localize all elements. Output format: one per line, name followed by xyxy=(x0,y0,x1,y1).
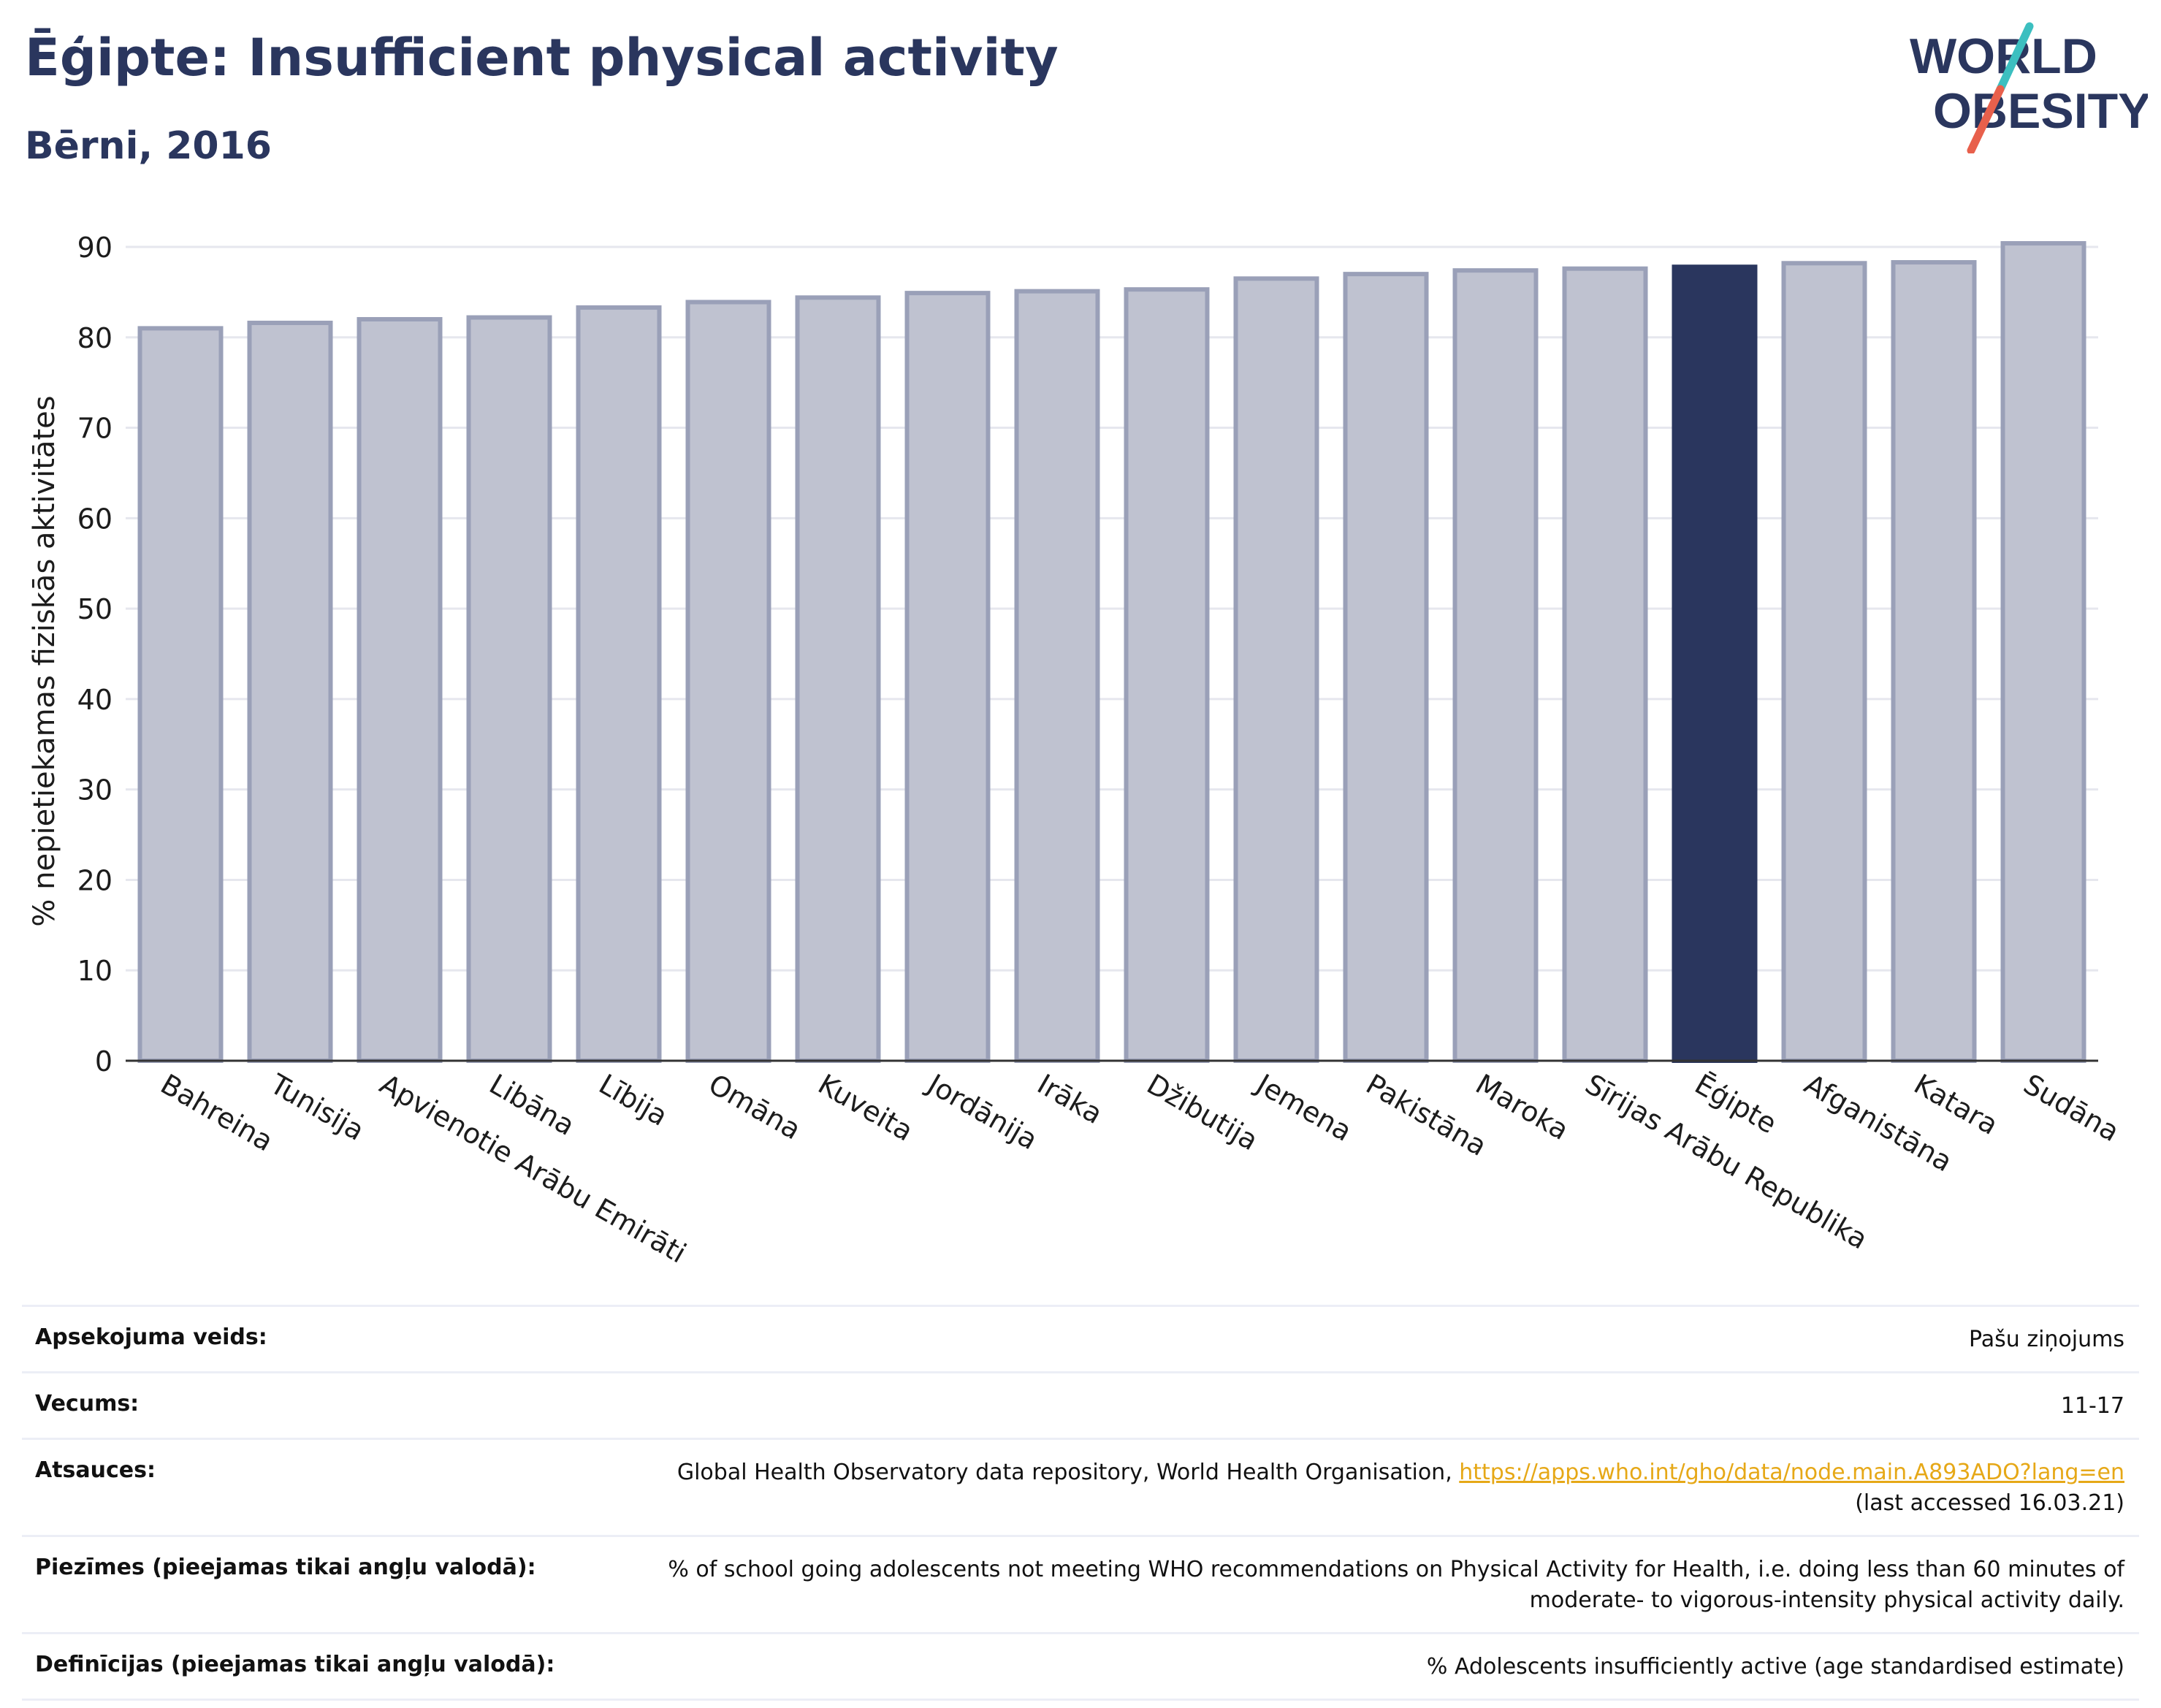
x-tick-label: Sudāna xyxy=(2019,1068,2125,1148)
y-tick-label: 50 xyxy=(77,593,113,625)
info-value: % Adolescents insufficiently active (age… xyxy=(1426,1654,2124,1680)
info-label: Atsauces: xyxy=(35,1457,156,1483)
bar xyxy=(904,291,991,1063)
reference-text: Global Health Observatory data repositor… xyxy=(676,1460,1460,1485)
y-tick-label: 80 xyxy=(77,322,113,354)
info-label: Apsekojuma veids: xyxy=(35,1324,267,1350)
bar xyxy=(1124,287,1210,1064)
info-value: 11-17 xyxy=(2060,1393,2124,1419)
bar xyxy=(795,295,881,1063)
bar xyxy=(357,317,443,1063)
y-tick-label: 30 xyxy=(77,774,113,807)
bar xyxy=(1562,266,1648,1063)
x-tick-label: Jordānija xyxy=(921,1067,1043,1156)
x-tick-label: Omāna xyxy=(704,1068,807,1146)
x-tick-label: Kuveita xyxy=(813,1068,919,1148)
info-label: Vecums: xyxy=(35,1391,140,1417)
bar xyxy=(137,326,224,1063)
bar xyxy=(466,315,552,1063)
info-table: Apsekojuma veids: Pašu ziņojums Vecums: … xyxy=(22,1305,2139,1701)
chart-subtitle: Bērni, 2016 xyxy=(25,124,272,168)
logo-slash-top xyxy=(1996,22,2034,94)
logo-slash-bottom xyxy=(1967,85,2005,153)
x-tick-label: Jemena xyxy=(1250,1067,1357,1148)
y-tick-label: 20 xyxy=(77,864,113,896)
bar xyxy=(1891,260,1977,1063)
chart-title: Ēģipte: Insufficient physical activity xyxy=(25,28,1059,88)
x-tick-label: Irāka xyxy=(1032,1068,1108,1130)
info-row-survey-type: Apsekojuma veids: Pašu ziņojums xyxy=(22,1305,2139,1371)
bar xyxy=(1343,272,1429,1064)
info-value: Global Health Observatory data repositor… xyxy=(677,1457,2124,1519)
bar xyxy=(1781,261,1867,1063)
bar xyxy=(576,305,662,1063)
bars xyxy=(137,241,2086,1064)
info-value: Pašu ziņojums xyxy=(1969,1327,2124,1352)
x-tick-label: Pakistāna xyxy=(1361,1068,1493,1162)
y-axis: 0 10 20 30 40 50 60 70 80 90 xyxy=(77,232,113,1078)
y-tick-label: 40 xyxy=(77,684,113,716)
y-tick-label: 70 xyxy=(77,413,113,445)
info-row-age: Vecums: 11-17 xyxy=(22,1371,2139,1438)
bar xyxy=(1233,276,1319,1063)
info-row-definitions: Definīcijas (pieejamas tikai angļu valod… xyxy=(22,1632,2139,1701)
y-tick-label: 90 xyxy=(77,232,113,264)
y-axis-label: % nepietiekamas fiziskās aktivitātes xyxy=(28,395,61,926)
bar xyxy=(1014,289,1100,1063)
x-tick-label: Džibutija xyxy=(1142,1068,1264,1157)
gridlines xyxy=(126,245,2098,972)
info-row-references: Atsauces: Global Health Observatory data… xyxy=(22,1438,2139,1535)
info-label: Definīcijas (pieejamas tikai angļu valod… xyxy=(35,1652,555,1677)
bar xyxy=(685,300,771,1064)
reference-accessed: (last accessed 16.03.21) xyxy=(1855,1490,2124,1516)
info-label: Piezīmes (pieejamas tikai angļu valodā): xyxy=(35,1555,536,1580)
x-tick-label: Bahreina xyxy=(156,1068,279,1158)
bar xyxy=(2000,241,2086,1064)
y-tick-label: 0 xyxy=(95,1045,113,1078)
bar xyxy=(1452,268,1539,1063)
x-tick-label: Lībija xyxy=(594,1068,674,1132)
y-tick-label: 60 xyxy=(77,503,113,535)
reference-link[interactable]: https://apps.who.int/gho/data/node.main.… xyxy=(1459,1460,2124,1485)
info-row-notes: Piezīmes (pieejamas tikai angļu valodā):… xyxy=(22,1535,2139,1632)
bar xyxy=(247,320,333,1063)
info-value: % of school going adolescents not meetin… xyxy=(668,1557,2124,1613)
y-tick-label: 10 xyxy=(77,955,113,987)
world-obesity-logo: WORLD OBESITY xyxy=(1910,22,2148,153)
logo-line2: OBESITY xyxy=(1933,83,2148,139)
x-tick-label: Tunisija xyxy=(264,1067,370,1147)
bar-highlighted xyxy=(1672,264,1758,1064)
